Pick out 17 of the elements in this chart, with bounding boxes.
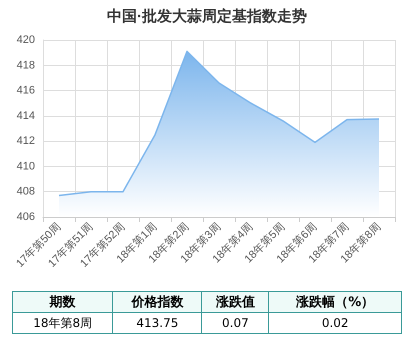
y-tick-label: 412 (16, 135, 35, 148)
y-tick-label: 406 (16, 211, 35, 223)
text: 涨跌值 (202, 292, 269, 312)
y-tick-label: 408 (16, 186, 35, 198)
text: 0.02 (268, 312, 402, 334)
y-tick-label: 416 (16, 84, 35, 97)
y-tick-label: 420 (16, 34, 35, 46)
text: 18年第8周 (12, 312, 113, 334)
text: 涨跌幅（%） (268, 292, 402, 312)
text: 0.07 (202, 312, 269, 334)
text: 期数 (12, 292, 113, 312)
text: 413.75 (112, 312, 202, 334)
y-tick-label: 410 (16, 160, 35, 172)
text: 价格指数 (112, 292, 202, 312)
chart-title: 中国·批发大蒜周定基指数走势 (107, 7, 307, 25)
y-tick-label: 414 (16, 110, 35, 122)
y-tick-label: 418 (16, 59, 35, 72)
